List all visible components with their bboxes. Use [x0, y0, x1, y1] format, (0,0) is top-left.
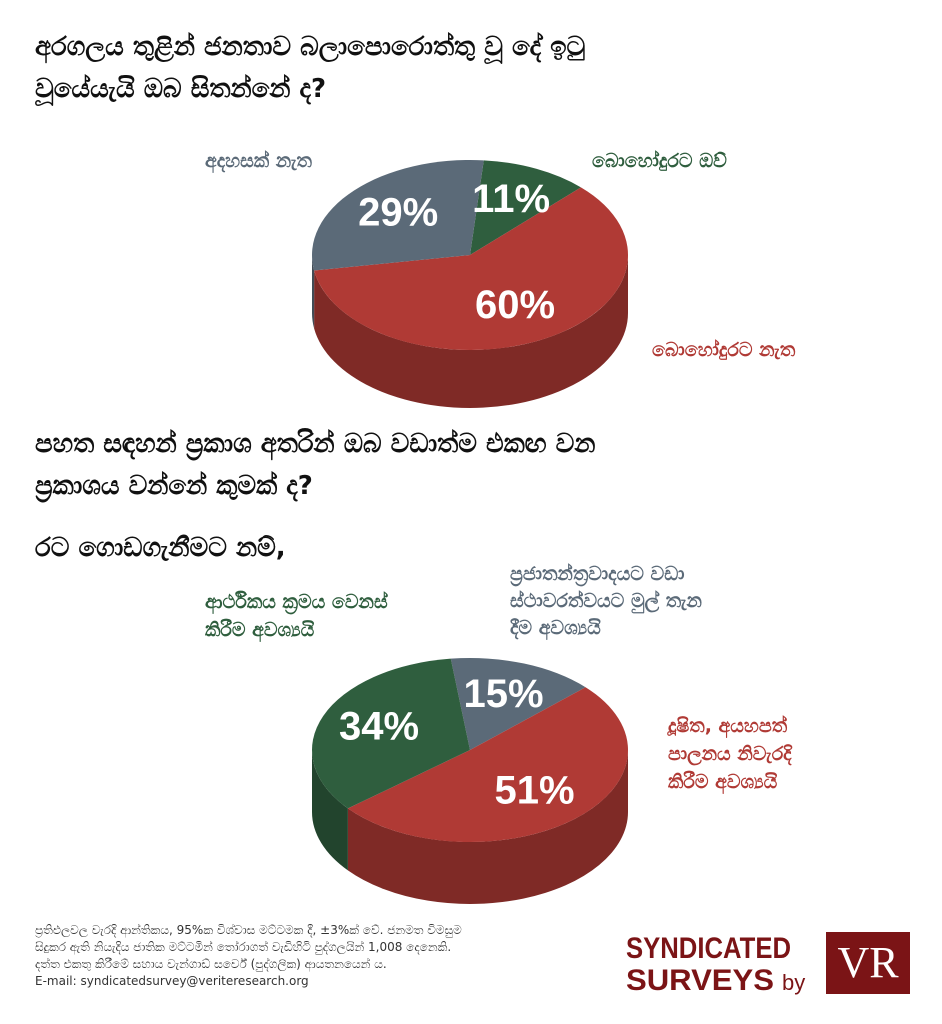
- chart-subtitle: රට ගොඩගැනීමට නම්,: [35, 533, 286, 563]
- category-label: ප්‍රජාතන්ත්‍රවාදයට වඩා: [510, 563, 685, 587]
- pie-slice: [312, 160, 484, 271]
- category-label: කිරීම අවශ්‍යයි: [668, 771, 778, 795]
- chart-title: ප්‍රකාශය වන්නේ කුමක් ද?: [35, 471, 313, 504]
- pie-slice: [450, 657, 586, 750]
- chart-title: පහත සඳහන් ප්‍රකාශ අතරින් ඔබ වඩාත්ම එකඟ ව…: [35, 428, 595, 462]
- pie-tops: [312, 160, 629, 351]
- data-label: 11%: [472, 177, 550, 221]
- category-label: ආර්ථිකය ක්‍රමය වෙනස්: [205, 591, 388, 615]
- pie-chart: පහත සඳහන් ප්‍රකාශ අතරින් ඔබ වඩාත්ම එකඟ ව…: [35, 428, 793, 904]
- pie-slice: [311, 658, 470, 809]
- data-label: 51%: [494, 768, 574, 812]
- pie-side: [314, 255, 628, 409]
- data-label: 29%: [358, 191, 438, 235]
- logo-box: [826, 932, 910, 994]
- pie-slice: [314, 187, 629, 351]
- pie-side: [312, 255, 315, 329]
- category-label: දීම අවශ්‍යයි: [510, 617, 602, 641]
- data-label: 60%: [475, 283, 555, 327]
- logo-line: SURVEYS: [626, 964, 774, 997]
- pie-slice: [347, 687, 629, 842]
- category-label: ස්ථාවරත්වයට මුල් තැන: [510, 590, 702, 615]
- note-line: දත්ත එකතු කිරීමේ සහාය වැන්ගාඩ් සර්වේ (පු…: [35, 957, 387, 972]
- pie-side: [347, 750, 628, 904]
- pie-sides: [312, 255, 628, 409]
- pie-chart: අරගලය තුළින් ජනතාව බලාපොරොත්තු වූ දේ ඉටු…: [35, 32, 796, 409]
- category-label: දූෂිත, අයහපත්: [666, 715, 787, 739]
- data-label: 34%: [339, 704, 419, 748]
- logo-mark: VR: [837, 938, 899, 987]
- pie-tops: [311, 657, 629, 842]
- chart-title: වූයේයැයි ඔබ සිතන්නේ ද?: [35, 74, 326, 107]
- pie-slice: [470, 160, 581, 255]
- logo: SYNDICATED SURVEYS by VR: [626, 932, 910, 997]
- pie-sides: [312, 750, 628, 904]
- chart-title: අරගලය තුළින් ජනතාව බලාපොරොත්තු වූ දේ ඉටු: [35, 32, 586, 65]
- logo-by: by: [782, 970, 805, 995]
- category-label: බොහෝදුරට නැත: [652, 339, 796, 361]
- note-line: සිදුකර ඇති නියැදිය ජාතික මට්ටමින් තෝරාගත…: [35, 940, 451, 955]
- logo-line: SYNDICATED: [626, 932, 791, 965]
- note-line: ප්‍රතිඵලවල වැරදි ආන්තිකය, 95%ක විශ්වාස ම…: [35, 923, 462, 938]
- category-label: පාලනය නිවැරදි: [668, 743, 793, 766]
- footer-note: ප්‍රතිඵලවල වැරදි ආන්තිකය, 95%ක විශ්වාස ම…: [35, 923, 462, 988]
- pie-side: [312, 750, 348, 871]
- category-label: අදහසක් නැත: [205, 150, 313, 174]
- data-label: 15%: [463, 672, 543, 716]
- category-label: බොහෝදුරට ඔව්: [592, 150, 727, 172]
- category-label: කිරීම අවශ්‍යයි: [205, 619, 315, 643]
- email: E-mail: syndicatedsurvey@veriteresearch.…: [35, 974, 309, 988]
